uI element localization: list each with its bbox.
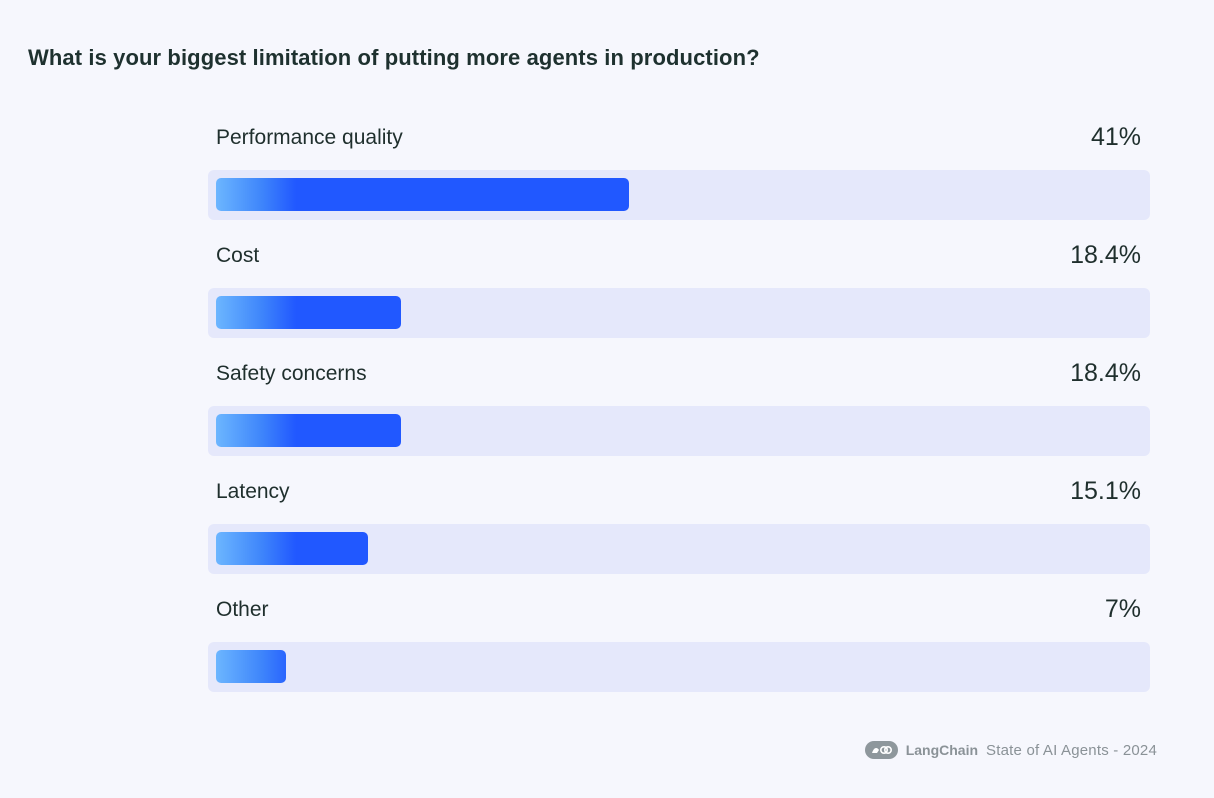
bar-row: Cost 18.4% (208, 236, 1150, 354)
bar-row: Latency 15.1% (208, 472, 1150, 590)
bar-category-label: Latency (216, 480, 290, 503)
bar (216, 178, 629, 211)
bar (216, 650, 286, 683)
bar-value-label: 18.4% (1070, 359, 1141, 387)
bar (216, 414, 401, 447)
bar-value-label: 7% (1104, 595, 1141, 623)
bar-category-label: Other (216, 598, 269, 621)
langchain-logo-icon (864, 741, 898, 759)
bar-track (208, 288, 1150, 338)
bar-track (208, 406, 1150, 456)
bar-category-label: Cost (216, 244, 260, 267)
bar-chart: Performance quality 41% Cost 18.4% Safety co… (208, 118, 1150, 708)
bar-row: Performance quality 41% (208, 118, 1150, 236)
footer-brand: LangChain (905, 742, 979, 758)
bar-track (208, 170, 1150, 220)
bar-row: Other 7% (208, 590, 1150, 708)
bar-category-label: Performance quality (216, 126, 403, 149)
footer: LangChain State of AI Agents - 2024 (864, 741, 1157, 759)
chart-title: What is your biggest limitation of putti… (28, 45, 760, 70)
bar-row: Safety concerns 18.4% (208, 354, 1150, 472)
footer-report-title: State of AI Agents - 2024 (986, 741, 1157, 759)
bar-track (208, 642, 1150, 692)
bar-category-label: Safety concerns (216, 362, 367, 385)
bar (216, 296, 401, 329)
bar-value-label: 41% (1090, 123, 1141, 151)
bar-track (208, 524, 1150, 574)
bar (216, 532, 368, 565)
bar-value-label: 18.4% (1070, 241, 1141, 269)
bar-value-label: 15.1% (1070, 477, 1141, 505)
